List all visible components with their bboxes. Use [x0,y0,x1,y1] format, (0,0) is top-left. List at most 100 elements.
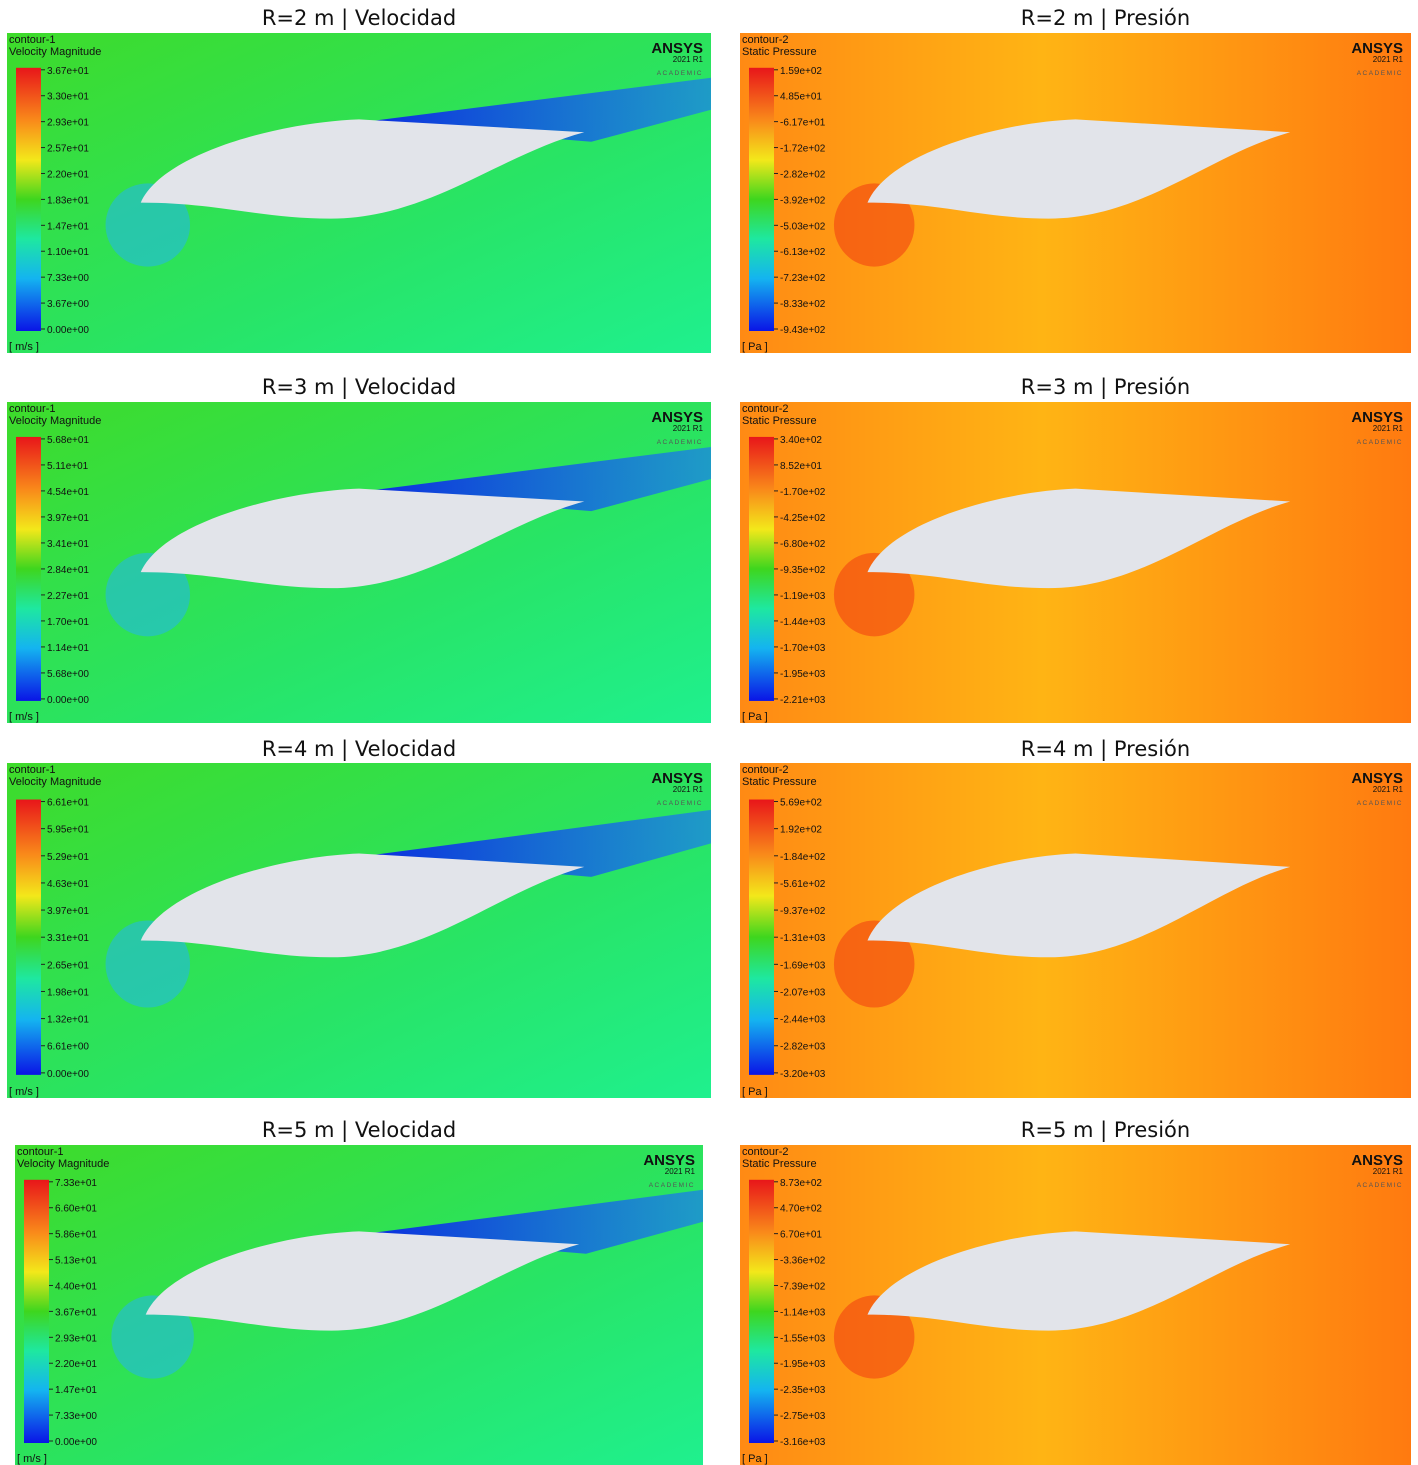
unit-label: [ Pa ] [742,1086,768,1098]
logo-version: 2021 R1 [673,424,704,433]
colorbar-label: -5.61e+02 [780,879,826,890]
unit-label: [ m/s ] [9,341,39,353]
colorbar-label: 3.40e+02 [780,435,822,446]
logo-version: 2021 R1 [1373,55,1404,64]
colorbar-label: -2.35e+03 [780,1385,826,1396]
contour-name: contour-2 [742,403,788,415]
colorbar-label: 7.33e+00 [55,1411,97,1422]
colorbar [749,1180,774,1443]
colorbar-label: -7.23e+02 [780,273,826,284]
variable-name: Static Pressure [742,415,817,427]
colorbar-label: 7.33e+00 [47,273,89,284]
logo-version: 2021 R1 [1373,785,1404,794]
colorbar-label: -3.92e+02 [780,195,826,206]
logo-version: 2021 R1 [665,1167,696,1176]
colorbar-label: 4.63e+01 [47,879,89,890]
colorbar-label: 1.59e+02 [780,66,822,77]
logo-edition: ACADEMIC [657,800,703,807]
colorbar-label: 6.70e+01 [780,1230,822,1241]
logo-edition: ACADEMIC [1357,70,1403,77]
colorbar-label: 5.69e+02 [780,798,822,809]
contour-name: contour-1 [9,34,55,46]
panel-title: R=4 m | Velocidad [262,737,456,762]
unit-label: [ m/s ] [17,1453,47,1465]
colorbar-label: -6.17e+01 [780,118,826,129]
colorbar-label: -7.39e+02 [780,1281,826,1292]
panel-title: R=2 m | Presión [1021,6,1190,31]
colorbar-label: 2.93e+01 [47,118,89,129]
colorbar-label: 3.97e+01 [47,906,89,917]
colorbar-label: -1.84e+02 [780,852,826,863]
colorbar [749,800,774,1075]
colorbar-label: 1.98e+01 [47,987,89,998]
colorbar-label: 5.68e+00 [47,669,89,680]
unit-label: [ m/s ] [9,1086,39,1098]
contour-name: contour-1 [9,403,55,415]
colorbar-label: -9.37e+02 [780,906,826,917]
colorbar-label: 1.70e+01 [47,617,89,628]
colorbar-label: -9.35e+02 [780,565,826,576]
contour-name: contour-1 [9,764,55,776]
colorbar-label: 6.61e+00 [47,1042,89,1053]
logo-version: 2021 R1 [1373,1167,1404,1176]
variable-name: Static Pressure [742,776,817,788]
contour-name: contour-2 [742,1146,788,1158]
variable-name: Velocity Magnitude [9,776,101,788]
colorbar-label: -1.70e+03 [780,643,826,654]
colorbar-label: 3.97e+01 [47,513,89,524]
colorbar-label: -2.75e+03 [780,1411,826,1422]
logo-edition: ACADEMIC [657,70,703,77]
colorbar [16,68,41,331]
colorbar [24,1180,49,1443]
panel-title: R=3 m | Velocidad [262,375,456,400]
colorbar-label: 0.00e+00 [47,695,89,706]
colorbar-label: 5.95e+01 [47,825,89,836]
colorbar-label: -5.03e+02 [780,221,826,232]
colorbar-label: 1.83e+01 [47,195,89,206]
contour-panel: contour-1Velocity Magnitude3.67e+013.30e… [7,33,711,353]
contour-panel: contour-1Velocity Magnitude6.61e+015.95e… [7,763,711,1098]
colorbar-label: -2.44e+03 [780,1015,826,1026]
variable-name: Velocity Magnitude [9,46,101,58]
colorbar-label: -1.95e+03 [780,1359,826,1370]
contour-name: contour-2 [742,34,788,46]
colorbar-label: 3.67e+00 [47,299,89,310]
unit-label: [ m/s ] [9,711,39,723]
colorbar-label: -3.16e+03 [780,1437,826,1448]
colorbar-label: -6.80e+02 [780,539,826,550]
colorbar-label: 0.00e+00 [47,325,89,336]
colorbar-label: -1.72e+02 [780,144,826,155]
colorbar-label: 3.41e+01 [47,539,89,550]
colorbar-label: 6.60e+01 [55,1204,97,1215]
panel-title: R=5 m | Velocidad [262,1118,456,1143]
colorbar-label: 1.32e+01 [47,1015,89,1026]
colorbar-label: 2.57e+01 [47,144,89,155]
colorbar-label: 4.85e+01 [780,92,822,103]
variable-name: Static Pressure [742,46,817,58]
logo-edition: ACADEMIC [657,439,703,446]
colorbar-label: 1.92e+02 [780,825,822,836]
colorbar-label: 2.20e+01 [47,169,89,180]
logo-edition: ACADEMIC [1357,1182,1403,1189]
variable-name: Static Pressure [742,1158,817,1170]
colorbar [16,800,41,1075]
unit-label: [ Pa ] [742,711,768,723]
colorbar-label: -1.69e+03 [780,960,826,971]
colorbar-label: 2.20e+01 [55,1359,97,1370]
colorbar-label: 0.00e+00 [47,1069,89,1080]
colorbar-label: 0.00e+00 [55,1437,97,1448]
colorbar-label: -1.95e+03 [780,669,826,680]
colorbar-label: 5.11e+01 [47,461,89,472]
colorbar-label: -2.07e+03 [780,987,826,998]
contour-name: contour-1 [17,1146,63,1158]
colorbar [749,68,774,331]
unit-label: [ Pa ] [742,341,768,353]
colorbar-label: -1.70e+02 [780,487,826,498]
logo-version: 2021 R1 [1373,424,1404,433]
colorbar-label: -3.20e+03 [780,1069,826,1080]
